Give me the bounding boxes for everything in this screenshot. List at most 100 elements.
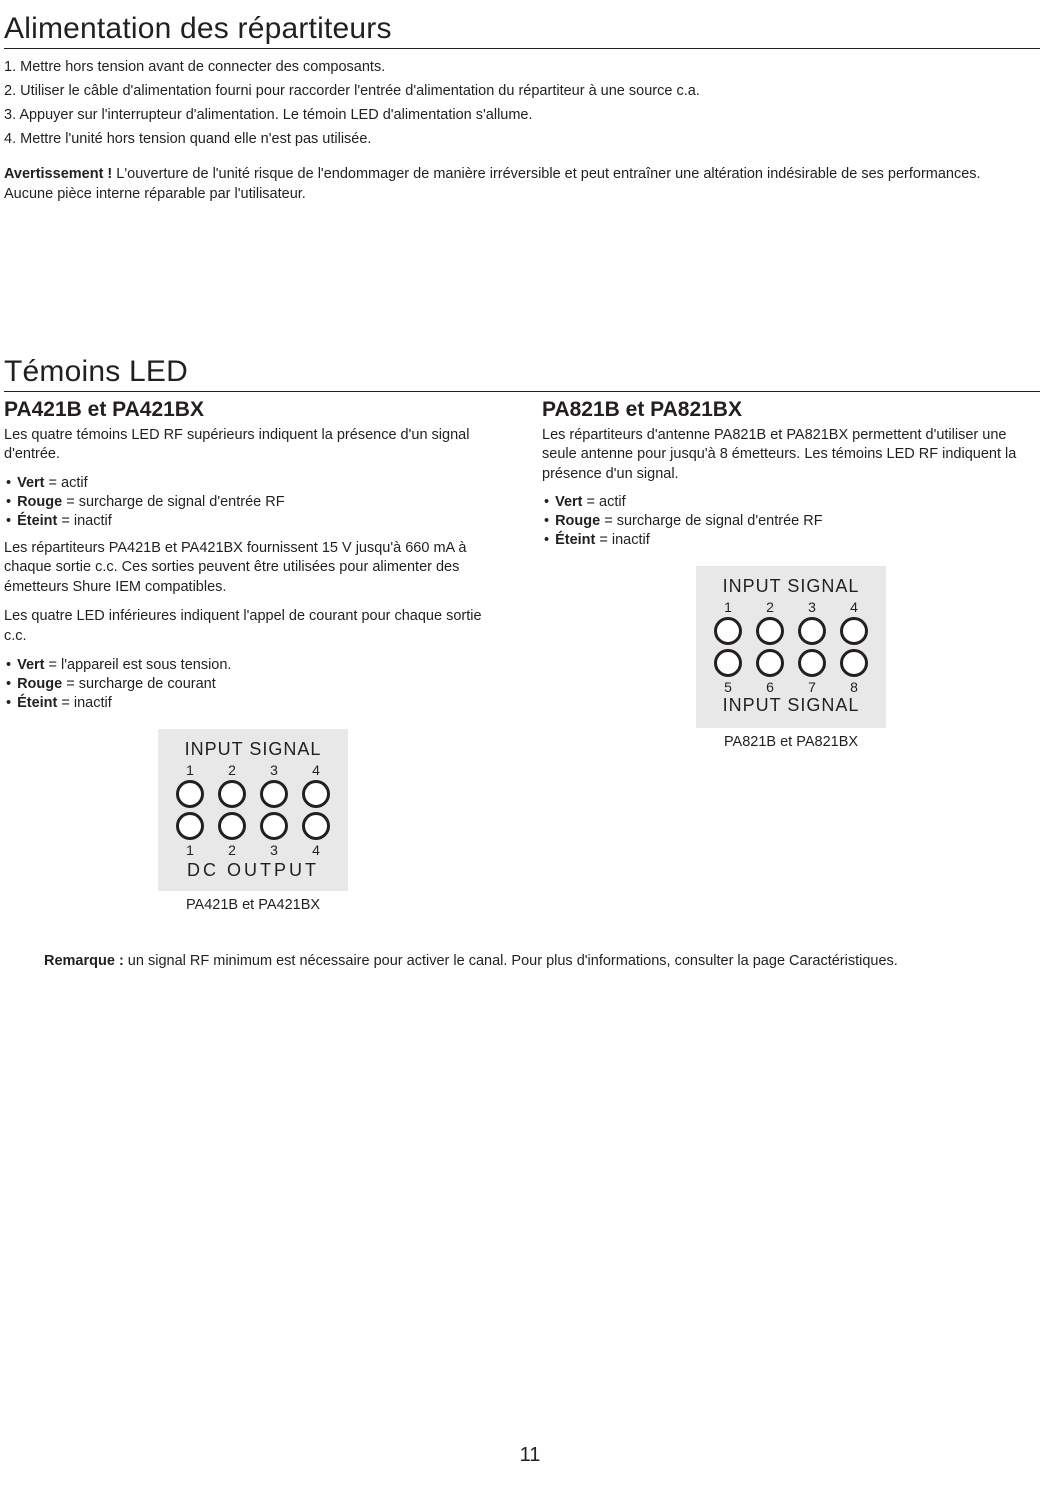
list-item: Vert = l'appareil est sous tension.: [4, 657, 502, 673]
led-num: 4: [850, 599, 858, 615]
led-icon: [218, 812, 246, 840]
led-icon: [302, 780, 330, 808]
led-icon: [714, 649, 742, 677]
bullet-text: = inactif: [595, 532, 649, 548]
bullet-bold: Vert: [555, 494, 582, 510]
bullet-bold: Éteint: [17, 513, 57, 529]
led-icon: [840, 649, 868, 677]
bullet-text: = actif: [583, 494, 626, 510]
list-item: Vert = actif: [542, 494, 1040, 510]
led-col: 2: [218, 762, 246, 808]
led-col: 7: [798, 649, 826, 695]
bullet-bold: Éteint: [17, 695, 57, 711]
bullet-text: = l'appareil est sous tension.: [45, 657, 232, 673]
list-item: Éteint = inactif: [4, 695, 502, 711]
note-text: un signal RF minimum est nécessaire pour…: [124, 953, 898, 969]
note-block: Remarque : un signal RF minimum est néce…: [44, 953, 1040, 969]
led-num: 3: [270, 842, 278, 858]
warning-block: Avertissement ! L'ouverture de l'unité r…: [4, 164, 1024, 205]
led-top-row: 1 2 3 4: [714, 599, 868, 645]
right-column: PA821B et PA821BX Les répartiteurs d'ant…: [542, 398, 1040, 913]
bullet-bold: Rouge: [17, 494, 62, 510]
list-item: Éteint = inactif: [4, 513, 502, 529]
led-icon: [302, 812, 330, 840]
led-col: 2: [218, 812, 246, 858]
led-icon: [260, 780, 288, 808]
page: Alimentation des répartiteurs 1. Mettre …: [0, 0, 1060, 1487]
list-item: Rouge = surcharge de signal d'entrée RF: [4, 494, 502, 510]
right-bullets: Vert = actif Rouge = surcharge de signal…: [542, 494, 1040, 548]
led-num: 3: [808, 599, 816, 615]
led-icon: [714, 617, 742, 645]
bullet-text: = actif: [45, 475, 88, 491]
led-num: 2: [228, 762, 236, 778]
led-bottom-row: 5 6 7 8: [714, 649, 868, 695]
led-col: 3: [260, 762, 288, 808]
list-item: Rouge = surcharge de courant: [4, 676, 502, 692]
left-bullets-1: Vert = actif Rouge = surcharge de signal…: [4, 475, 502, 529]
list-item: Rouge = surcharge de signal d'entrée RF: [542, 513, 1040, 529]
page-number: 11: [0, 1444, 1060, 1467]
led-num: 6: [766, 679, 774, 695]
led-num: 1: [186, 762, 194, 778]
left-desc-2: Les répartiteurs PA421B et PA421BX fourn…: [4, 539, 502, 598]
led-col: 1: [176, 762, 204, 808]
led-num: 5: [724, 679, 732, 695]
led-panel-pa821: INPUT SIGNAL 1 2 3 4 5 6 7 8 INPUT SIGNA…: [696, 566, 886, 728]
right-panel-wrap: INPUT SIGNAL 1 2 3 4 5 6 7 8 INPUT SIGNA…: [542, 566, 1040, 750]
led-col: 4: [302, 762, 330, 808]
step-1: 1. Mettre hors tension avant de connecte…: [4, 57, 1040, 78]
warning-label: Avertissement !: [4, 166, 112, 182]
list-item: Vert = actif: [4, 475, 502, 491]
led-num: 4: [312, 762, 320, 778]
step-4: 4. Mettre l'unité hors tension quand ell…: [4, 129, 1040, 150]
right-subheading: PA821B et PA821BX: [542, 398, 1040, 422]
bullet-bold: Rouge: [555, 513, 600, 529]
left-desc-3: Les quatre LED inférieures indiquent l'a…: [4, 607, 502, 646]
led-num: 7: [808, 679, 816, 695]
left-panel-wrap: INPUT SIGNAL 1 2 3 4 1 2 3 4 DC OUTPUT: [4, 729, 502, 913]
led-num: 1: [186, 842, 194, 858]
led-icon: [798, 617, 826, 645]
led-col: 3: [798, 599, 826, 645]
left-panel-caption: PA421B et PA421BX: [4, 897, 502, 913]
right-desc-1: Les répartiteurs d'antenne PA821B et PA8…: [542, 426, 1040, 485]
power-steps: 1. Mettre hors tension avant de connecte…: [4, 57, 1040, 150]
step-3: 3. Appuyer sur l'interrupteur d'alimenta…: [4, 105, 1040, 126]
led-icon: [176, 780, 204, 808]
left-bullets-2: Vert = l'appareil est sous tension. Roug…: [4, 657, 502, 711]
left-subheading: PA421B et PA421BX: [4, 398, 502, 422]
left-column: PA421B et PA421BX Les quatre témoins LED…: [4, 398, 502, 913]
bullet-text: = inactif: [57, 695, 111, 711]
bullet-bold: Vert: [17, 475, 44, 491]
led-num: 4: [312, 842, 320, 858]
led-col: 4: [840, 599, 868, 645]
led-icon: [798, 649, 826, 677]
panel-bottom-label: DC OUTPUT: [176, 860, 330, 881]
led-top-row: 1 2 3 4: [176, 762, 330, 808]
led-num: 2: [228, 842, 236, 858]
bullet-text: = surcharge de signal d'entrée RF: [62, 494, 284, 510]
bullet-bold: Éteint: [555, 532, 595, 548]
panel-bottom-label: INPUT SIGNAL: [714, 695, 868, 716]
bullet-bold: Vert: [17, 657, 44, 673]
led-icon: [756, 617, 784, 645]
bullet-text: = surcharge de signal d'entrée RF: [600, 513, 822, 529]
two-column-layout: PA421B et PA421BX Les quatre témoins LED…: [4, 398, 1040, 913]
led-col: 6: [756, 649, 784, 695]
led-col: 8: [840, 649, 868, 695]
list-item: Éteint = inactif: [542, 532, 1040, 548]
led-bottom-row: 1 2 3 4: [176, 812, 330, 858]
spacer: [4, 205, 1040, 355]
bullet-text: = surcharge de courant: [62, 676, 216, 692]
panel-top-label: INPUT SIGNAL: [176, 739, 330, 760]
section-heading-led: Témoins LED: [4, 355, 1040, 392]
led-icon: [840, 617, 868, 645]
led-icon: [176, 812, 204, 840]
led-col: 1: [714, 599, 742, 645]
bullet-bold: Rouge: [17, 676, 62, 692]
warning-text: L'ouverture de l'unité risque de l'endom…: [4, 166, 981, 202]
section-heading-power: Alimentation des répartiteurs: [4, 12, 1040, 49]
led-num: 8: [850, 679, 858, 695]
led-col: 5: [714, 649, 742, 695]
